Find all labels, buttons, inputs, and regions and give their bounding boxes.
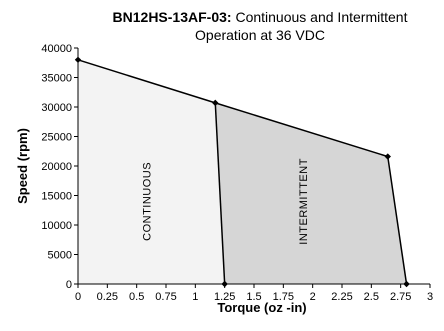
x-tick-label: 0 [75, 291, 81, 303]
y-tick-label: 10000 [41, 220, 72, 232]
ticks-layer: 0 0.25 0.5 0.75 1 1.25 1.5 1.75 2 2.25 2.5 2.75 3 0 50… [41, 43, 433, 303]
region-label-continuous: CONTINUOUS [142, 162, 154, 241]
y-tick-label: 5000 [48, 250, 72, 262]
chart-title-line1: BN12HS-13AF-03: Continuous and Intermitt… [113, 9, 408, 25]
x-tick-label: 2 [310, 291, 316, 303]
data-point-marker [212, 99, 219, 107]
region-continuous [78, 59, 225, 284]
data-point-marker [74, 56, 82, 63]
x-tick-label: 1 [192, 291, 198, 303]
y-axis-label: Speed (rpm) [15, 128, 30, 204]
x-tick-label: 3 [427, 291, 433, 303]
region-intermittent [215, 102, 407, 285]
x-tick-label: 1.25 [214, 291, 235, 303]
chart-title-line1-rest: Continuous and Intermittent [232, 9, 408, 25]
region-label-intermittent: INTERMITTENT [298, 158, 310, 245]
markers-layer [74, 56, 410, 288]
chart-title-line2: Operation at 36 VDC [195, 27, 325, 43]
data-point-marker [221, 280, 228, 288]
chart-title-prefix: BN12HS-13AF-03: [113, 9, 232, 25]
y-tick-label: 35000 [41, 73, 72, 85]
labels-layer: CONTINUOUS INTERMITTENT [142, 158, 310, 245]
x-tick-label: 0.75 [155, 291, 176, 303]
x-tick-label: 0.5 [129, 291, 144, 303]
y-tick-label: 25000 [41, 132, 72, 144]
continuous-limit-line [214, 102, 226, 285]
y-tick-label: 15000 [41, 191, 72, 203]
x-tick-label: 2.75 [390, 291, 411, 303]
y-tick-label: 20000 [41, 161, 72, 173]
x-tick-label: 2.5 [364, 291, 379, 303]
x-tick-label: 2.25 [331, 291, 352, 303]
regions-layer [78, 59, 407, 285]
x-tick-label: 1.75 [273, 291, 294, 303]
x-tick-label: 1.5 [246, 291, 261, 303]
y-tick-label: 30000 [41, 102, 72, 114]
envelope-line [77, 59, 408, 285]
data-point-marker [403, 280, 410, 288]
x-tick-label: 0.25 [97, 291, 118, 303]
x-axis-label: Torque (oz -in) [217, 300, 306, 315]
y-tick-label: 0 [66, 279, 72, 291]
y-tick-label: 40000 [41, 43, 72, 55]
data-point-marker [384, 153, 391, 160]
lines-layer [77, 59, 408, 285]
